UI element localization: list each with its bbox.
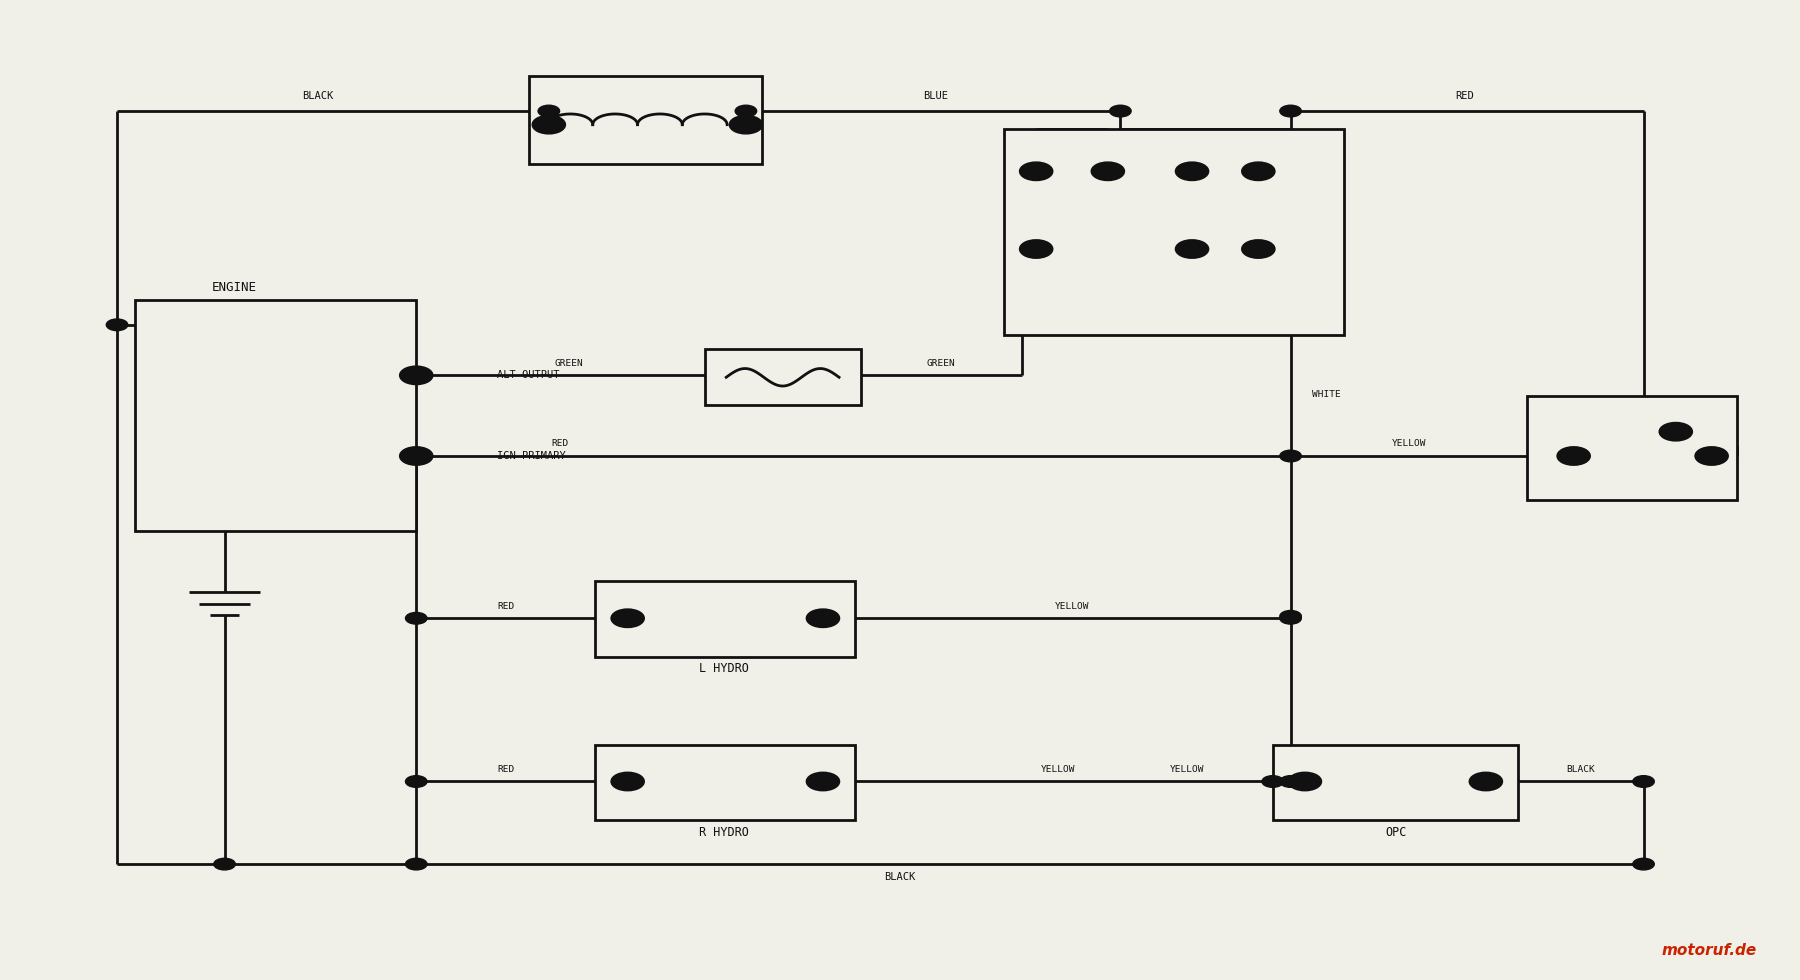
Circle shape [1175,163,1208,180]
Text: YELLOW: YELLOW [1170,765,1204,774]
Circle shape [1633,776,1654,787]
Circle shape [1280,611,1301,622]
Circle shape [400,367,432,384]
Text: IGN PRIMARY: IGN PRIMARY [497,451,565,461]
FancyBboxPatch shape [596,581,855,658]
Circle shape [1471,773,1501,790]
Text: BLACK: BLACK [884,872,916,882]
Text: GREEN: GREEN [927,360,956,368]
Circle shape [214,858,236,870]
Circle shape [106,318,128,330]
Text: motoruf.de: motoruf.de [1661,944,1757,958]
Text: N/O: N/O [715,627,734,637]
Text: N/C: N/C [1386,790,1406,800]
Text: 1: 1 [1265,151,1271,161]
Text: GREEN: GREEN [554,360,583,368]
Text: 2: 2 [1105,151,1111,161]
Circle shape [1242,240,1274,258]
Text: RED: RED [497,602,515,612]
Text: RED: RED [1454,91,1474,102]
Text: BLADES: BLADES [1089,318,1134,331]
Circle shape [1557,447,1589,465]
FancyBboxPatch shape [706,349,860,406]
Text: ALT OUTPUT: ALT OUTPUT [497,370,560,380]
Text: YELLOW: YELLOW [1391,439,1426,448]
Circle shape [1696,447,1728,465]
FancyBboxPatch shape [596,745,855,820]
Circle shape [1633,858,1654,870]
Text: G: G [1708,466,1715,476]
Circle shape [1109,105,1130,117]
Circle shape [612,610,644,627]
Text: OPC: OPC [1386,825,1408,839]
Circle shape [806,773,839,790]
Circle shape [405,776,427,787]
Circle shape [734,105,756,117]
Text: 4: 4 [1190,151,1195,161]
Circle shape [806,610,839,627]
Circle shape [612,773,644,790]
FancyBboxPatch shape [1004,128,1345,334]
Text: WHITE: WHITE [1312,390,1341,399]
Text: 5: 5 [1008,244,1013,253]
Circle shape [1093,163,1123,180]
Circle shape [1262,776,1283,787]
Circle shape [729,116,761,133]
Text: YELLOW: YELLOW [1040,765,1075,774]
Circle shape [533,116,565,133]
Circle shape [1021,163,1053,180]
Text: BBC: BBC [634,148,657,162]
Circle shape [405,612,427,624]
Circle shape [1280,776,1301,787]
FancyBboxPatch shape [1526,396,1737,500]
Circle shape [1280,612,1301,624]
Circle shape [400,447,432,465]
Circle shape [1280,450,1301,462]
Text: IGNITION: IGNITION [1606,488,1660,498]
Circle shape [1280,105,1301,117]
FancyBboxPatch shape [1273,745,1517,820]
FancyBboxPatch shape [135,300,416,531]
Circle shape [1660,423,1692,440]
Text: M: M [1571,466,1577,476]
Text: ENGINE: ENGINE [212,281,257,294]
Text: 3: 3 [1190,263,1195,272]
Text: 6: 6 [1008,166,1013,174]
Text: BLUE: BLUE [923,91,949,102]
Circle shape [1242,163,1274,180]
Text: BLACK: BLACK [302,91,333,102]
Circle shape [405,450,427,462]
Circle shape [538,105,560,117]
Circle shape [1021,240,1053,258]
Circle shape [1175,240,1208,258]
Text: YELLOW: YELLOW [1055,602,1089,612]
FancyBboxPatch shape [529,76,761,164]
Circle shape [1289,773,1321,790]
Text: R HYDRO: R HYDRO [700,825,749,839]
Text: RED: RED [551,439,569,448]
Text: RED: RED [497,765,515,774]
Text: 15A: 15A [774,393,794,403]
Text: L HYDRO: L HYDRO [700,662,749,675]
Circle shape [405,858,427,870]
Text: BLACK: BLACK [1566,765,1595,774]
Text: N/O: N/O [715,790,734,800]
